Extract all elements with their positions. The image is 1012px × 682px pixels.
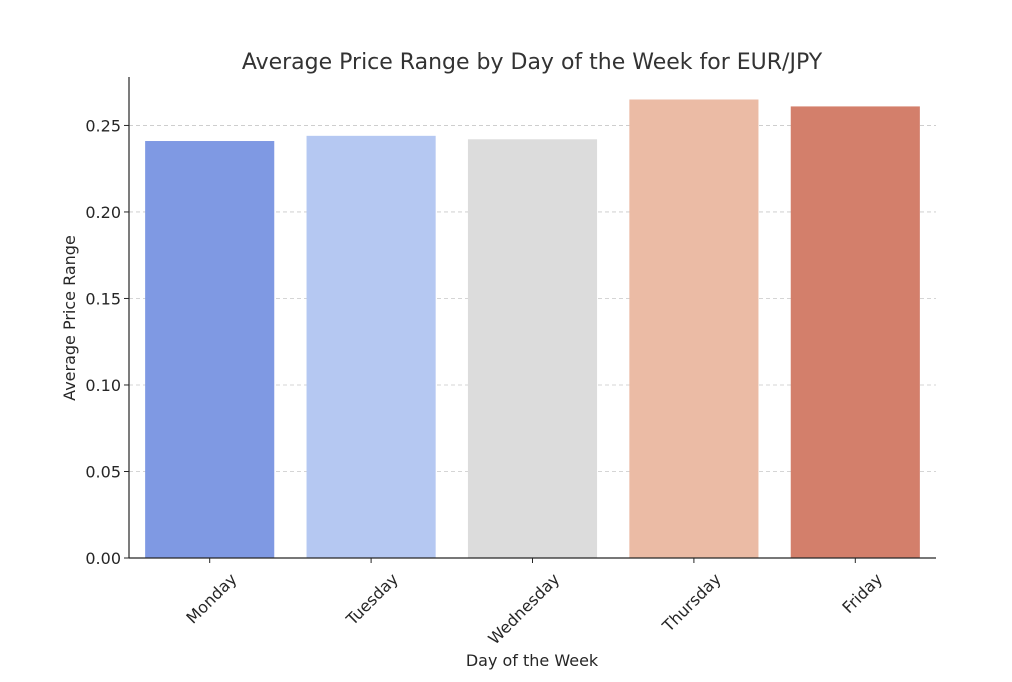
chart-title: Average Price Range by Day of the Week f…: [242, 50, 823, 75]
y-tick-label: 0.25: [85, 116, 121, 135]
bar-layer: [145, 99, 920, 559]
y-tick-label: 0.20: [85, 203, 121, 222]
y-tick-label: 0.10: [85, 376, 121, 395]
y-tick-label: 0.05: [85, 462, 121, 481]
x-tick-label: Tuesday: [342, 569, 402, 629]
x-tick-label: Wednesday: [484, 569, 563, 648]
x-tick-label: Friday: [838, 569, 886, 617]
y-tick-label: 0.00: [85, 549, 121, 568]
y-tick-label: 0.15: [85, 289, 121, 308]
bar-monday: [145, 141, 275, 558]
x-tick-label: Thursday: [658, 569, 725, 636]
bar-tuesday: [306, 135, 436, 558]
bar-friday: [790, 106, 920, 558]
bar-thursday: [629, 99, 759, 559]
x-axis-label: Day of the Week: [466, 651, 599, 670]
x-tick-label: Monday: [182, 569, 240, 627]
y-axis-label: Average Price Range: [60, 235, 79, 401]
bar-wednesday: [467, 139, 598, 558]
